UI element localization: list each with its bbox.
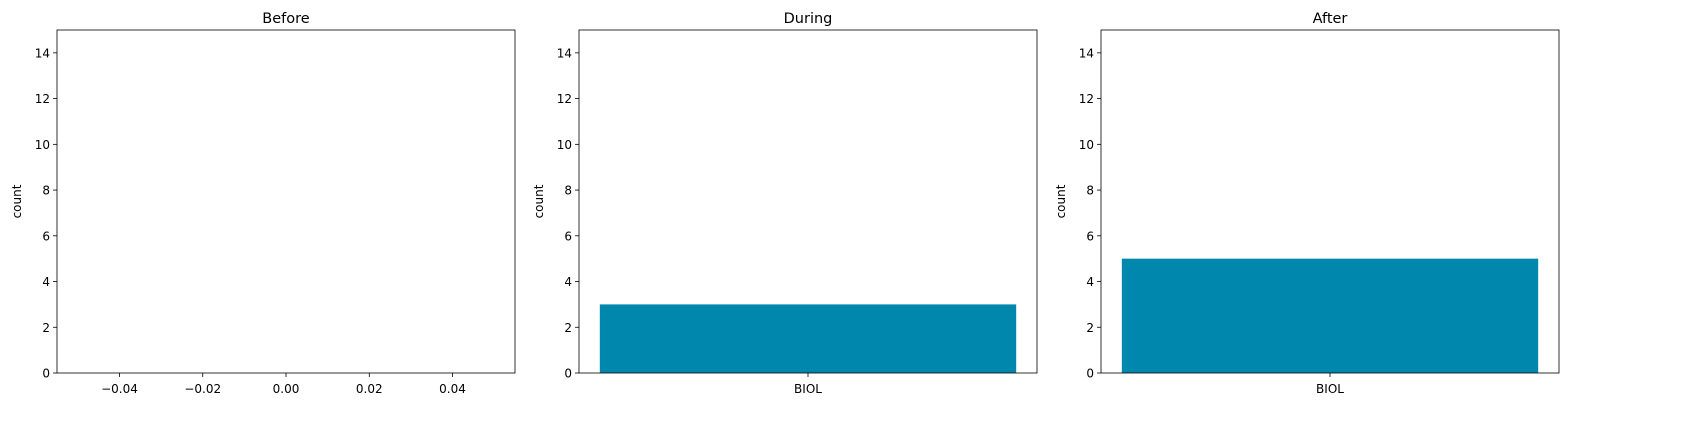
axes-frame bbox=[56, 29, 516, 374]
y-tick-label: 2 bbox=[1086, 321, 1094, 335]
x-tick-label: 0.02 bbox=[356, 382, 383, 396]
y-tick-label: 4 bbox=[42, 275, 50, 289]
y-tick-label: 2 bbox=[42, 321, 50, 335]
chart-title: Before bbox=[262, 11, 309, 27]
x-tick-label: 0.04 bbox=[439, 382, 466, 396]
y-tick-label: 10 bbox=[557, 138, 572, 152]
y-tick-label: 10 bbox=[1079, 138, 1094, 152]
x-tick-label: 0.00 bbox=[273, 382, 300, 396]
y-tick-label: 6 bbox=[564, 229, 572, 243]
y-tick-label: 12 bbox=[35, 92, 50, 106]
y-tick-label: 12 bbox=[557, 92, 572, 106]
chart-title: After bbox=[1313, 11, 1348, 27]
y-tick-label: 4 bbox=[564, 275, 572, 289]
y-tick-label: 14 bbox=[35, 46, 50, 60]
x-tick-label: −0.02 bbox=[184, 382, 221, 396]
x-tick-label: BIOL bbox=[794, 382, 822, 396]
y-axis-label: count bbox=[1054, 184, 1068, 218]
chart-title: During bbox=[784, 11, 833, 27]
y-axis-label: count bbox=[532, 184, 546, 218]
axes-frame bbox=[578, 29, 1038, 374]
y-tick-label: 8 bbox=[42, 184, 50, 198]
y-tick-label: 14 bbox=[557, 46, 572, 60]
axes-frame bbox=[1100, 29, 1560, 374]
y-tick-label: 0 bbox=[1086, 367, 1094, 381]
x-tick-label: BIOL bbox=[1316, 382, 1344, 396]
bar-biol bbox=[1121, 258, 1539, 373]
y-tick-label: 10 bbox=[35, 138, 50, 152]
y-tick-label: 0 bbox=[564, 367, 572, 381]
y-tick-label: 4 bbox=[1086, 275, 1094, 289]
y-tick-label: 8 bbox=[564, 184, 572, 198]
y-tick-label: 12 bbox=[1079, 92, 1094, 106]
y-tick-label: 2 bbox=[564, 321, 572, 335]
y-tick-label: 14 bbox=[1079, 46, 1094, 60]
y-tick-label: 0 bbox=[42, 367, 50, 381]
y-axis-label: count bbox=[10, 184, 24, 218]
y-tick-label: 6 bbox=[42, 229, 50, 243]
x-tick-label: −0.04 bbox=[101, 382, 138, 396]
y-tick-label: 6 bbox=[1086, 229, 1094, 243]
y-tick-label: 8 bbox=[1086, 184, 1094, 198]
bar-biol bbox=[599, 304, 1017, 373]
